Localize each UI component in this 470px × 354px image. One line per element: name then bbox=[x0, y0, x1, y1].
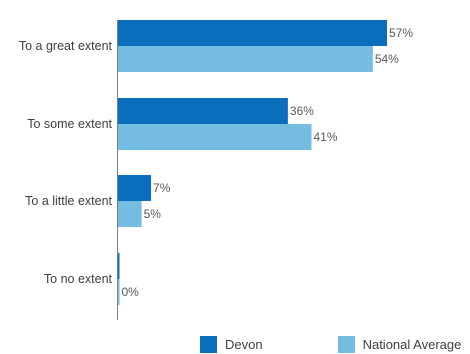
category-label-to-no-extent: To no extent bbox=[44, 272, 113, 286]
bar-devon-to-a-great-extent bbox=[118, 20, 387, 46]
bar-devon-to-a-little-extent bbox=[118, 175, 152, 201]
legend: Devon National Average bbox=[200, 334, 461, 354]
value-label-devon-to-a-great-extent: 57% bbox=[389, 26, 413, 40]
category-label-to-some-extent: To some extent bbox=[27, 117, 112, 131]
bar-national-average-to-some-extent bbox=[118, 124, 312, 150]
value-label-national-average-to-a-great-extent: 54% bbox=[375, 52, 399, 66]
category-label-to-a-great-extent: To a great extent bbox=[19, 39, 113, 53]
legend-item-national-average: National Average bbox=[337, 335, 462, 353]
value-label-national-average-to-some-extent: 41% bbox=[313, 130, 337, 144]
legend-swatch-devon bbox=[200, 335, 217, 353]
value-label-devon-to-a-little-extent: 7% bbox=[153, 181, 171, 195]
bar-national-average-to-a-great-extent bbox=[118, 46, 373, 72]
legend-label-devon: Devon bbox=[225, 336, 263, 352]
bar-devon-to-no-extent bbox=[118, 253, 120, 279]
legend-item-devon: Devon bbox=[200, 335, 263, 353]
bar-national-average-to-a-little-extent bbox=[118, 201, 142, 227]
bar-devon-to-some-extent bbox=[118, 98, 288, 124]
bar-national-average-to-no-extent bbox=[118, 279, 120, 305]
value-label-national-average-to-no-extent: 0% bbox=[122, 285, 140, 299]
category-label-to-a-little-extent: To a little extent bbox=[25, 194, 112, 208]
legend-swatch-national-average bbox=[337, 335, 355, 353]
value-label-national-average-to-a-little-extent: 5% bbox=[144, 207, 162, 221]
legend-label-national-average: National Average bbox=[362, 336, 462, 352]
bars-group: To a great extent 57% 54% To some extent 36%… bbox=[19, 20, 413, 305]
value-label-devon-to-some-extent: 36% bbox=[290, 104, 314, 118]
